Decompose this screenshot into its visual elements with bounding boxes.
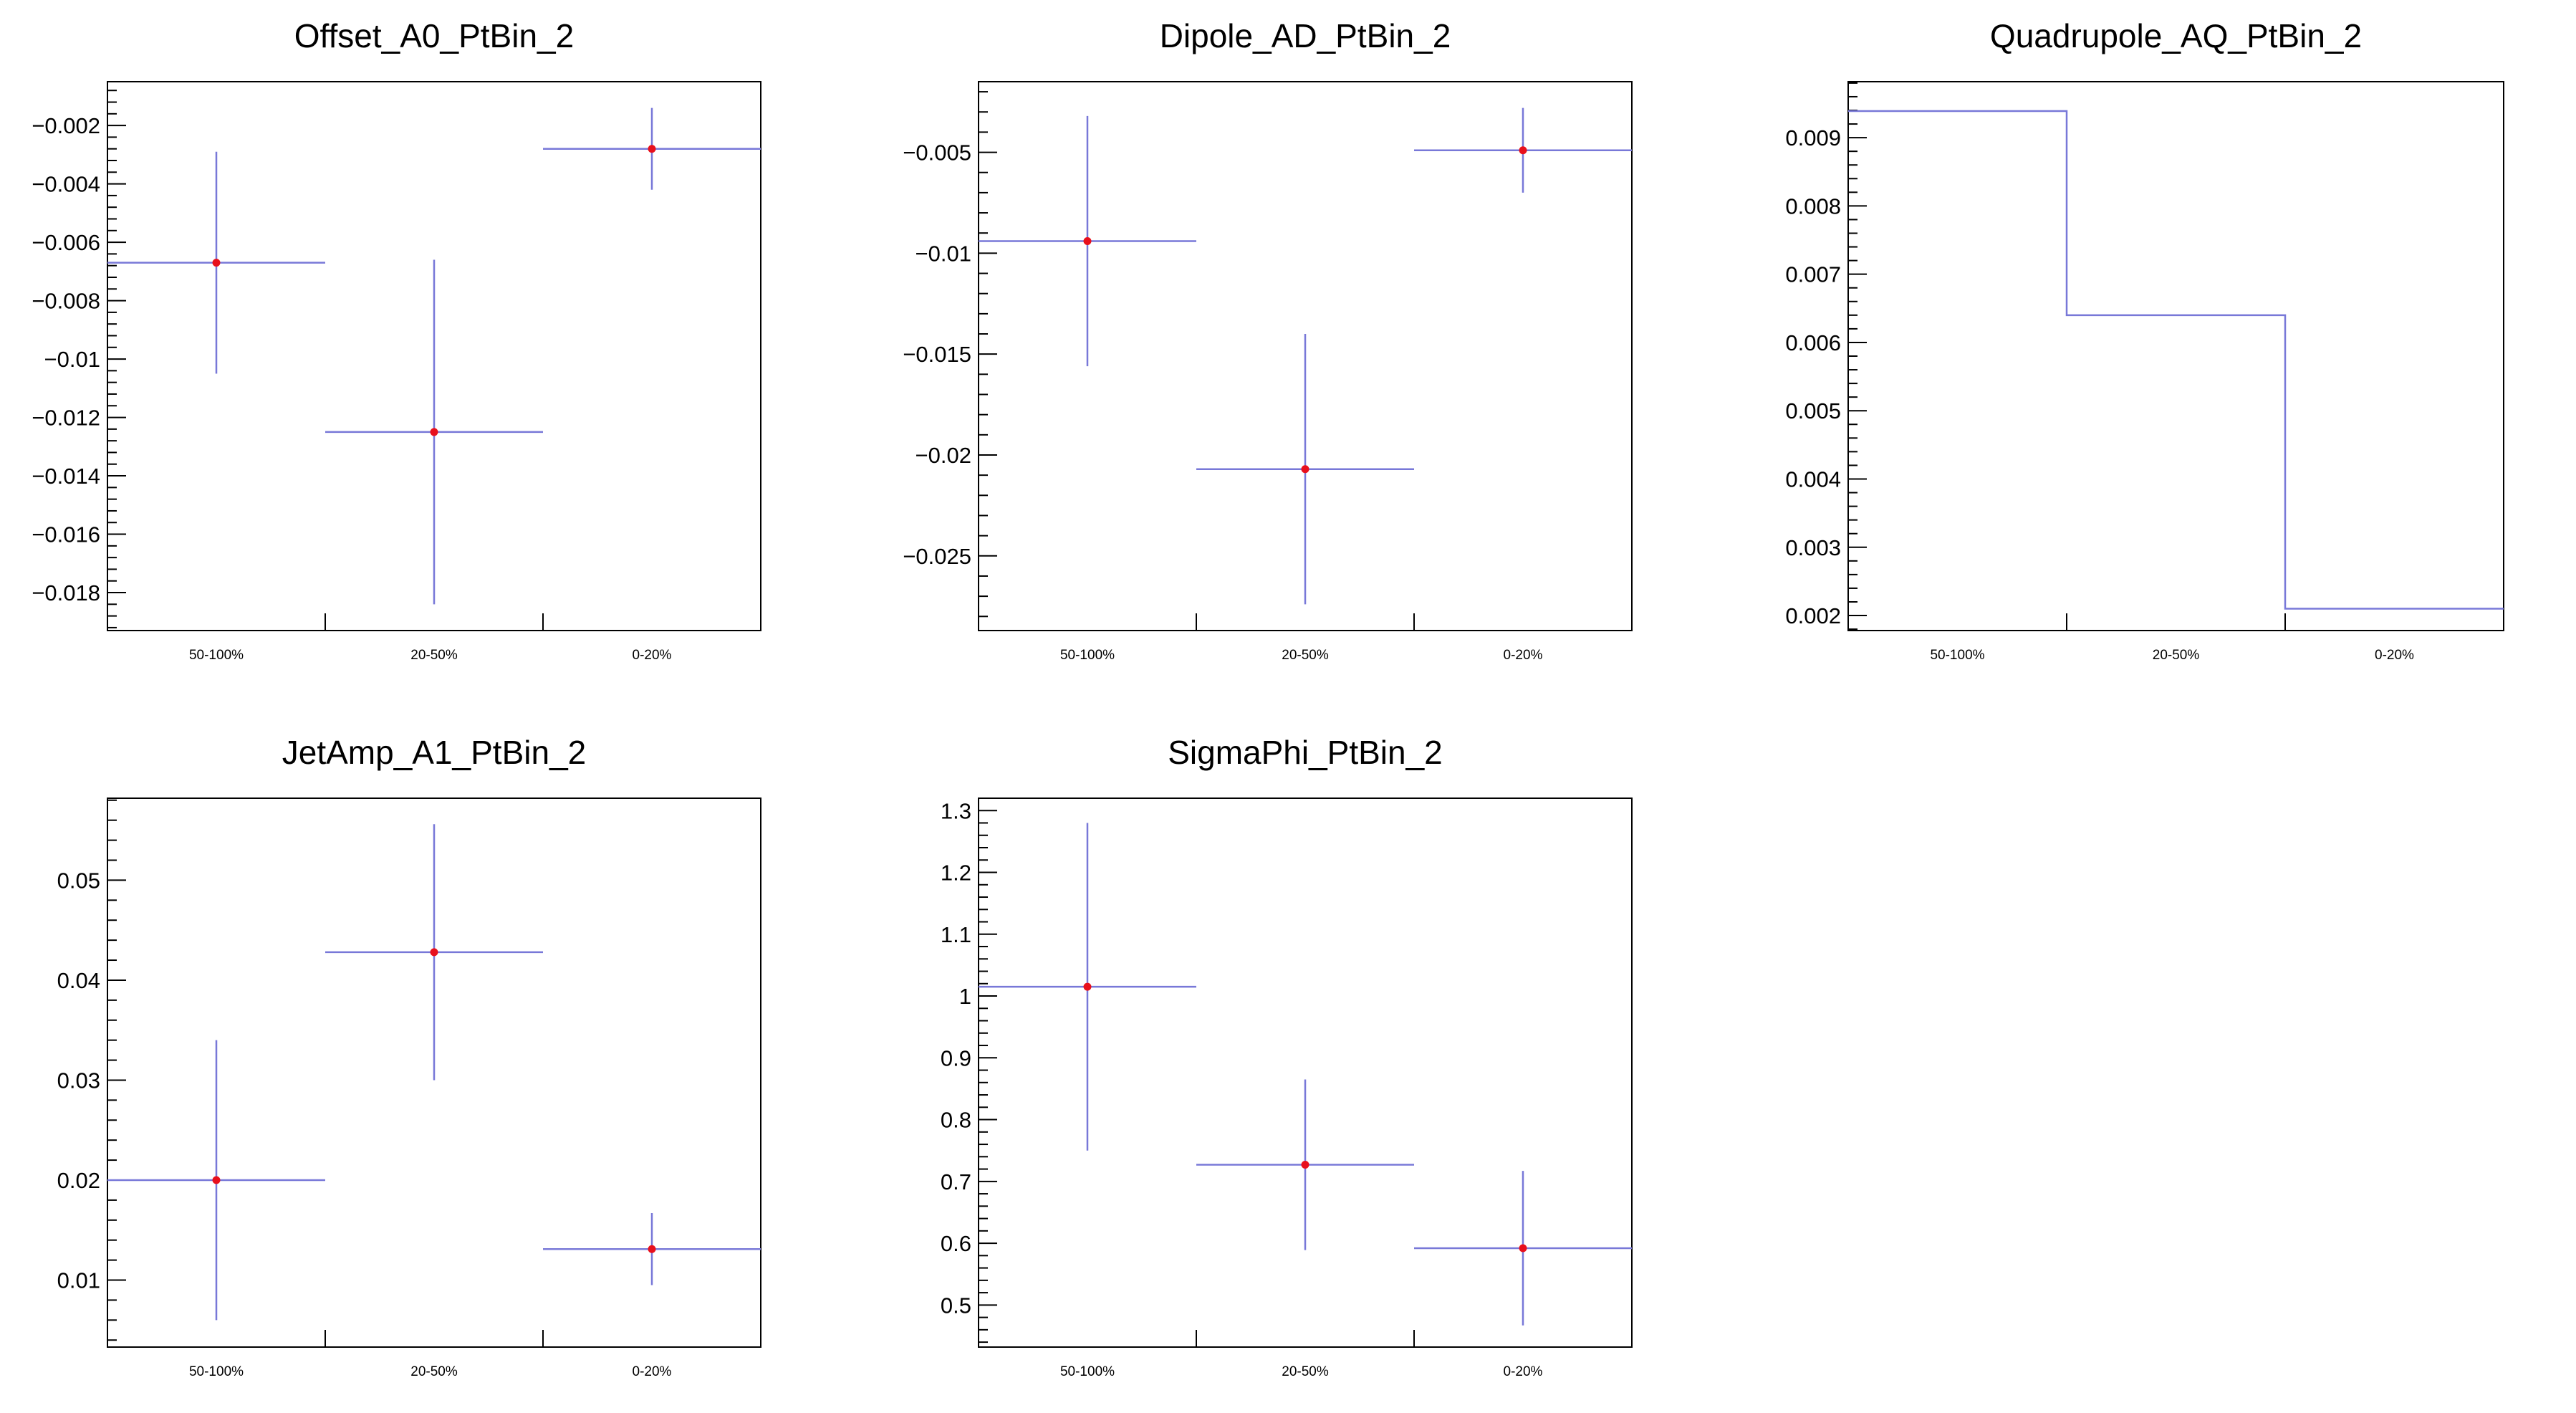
y-tick-label: −0.002: [32, 113, 100, 138]
data-point: [212, 259, 221, 267]
chart-panel: JetAmp_A1_PtBin_2 0.01 0.02 0.03 0.04 0.05 50-…: [57, 734, 761, 1379]
x-tick-label: 0-20%: [2375, 648, 2414, 663]
data-point: [430, 948, 438, 957]
data-point: [1301, 1161, 1309, 1169]
data-point: [648, 145, 656, 153]
x-tick-label: 50-100%: [189, 648, 244, 663]
plot-frame: [978, 797, 1633, 1348]
y-tick-label: −0.015: [903, 342, 971, 367]
y-tick-label: −0.005: [903, 140, 971, 166]
chart-title: Dipole_AD_PtBin_2: [1160, 17, 1451, 54]
data-point: [648, 1245, 656, 1253]
y-tick-label: 0.007: [1785, 262, 1841, 287]
x-tick-label: 20-50%: [1282, 648, 1329, 663]
chart-panel: SigmaPhi_PtBin_2 0.5 0.6 0.7 0.8 0.9 1 1.1 1.2 1.…: [941, 734, 1633, 1379]
chart-panel: Quadrupole_AQ_PtBin_2 0.002 0.003 0.004 0.00…: [1785, 17, 2504, 663]
chart-title: SigmaPhi_PtBin_2: [1168, 734, 1443, 771]
y-tick-label: 0.6: [941, 1231, 971, 1256]
chart-title: Quadrupole_AQ_PtBin_2: [1990, 17, 2362, 54]
y-tick-label: 0.009: [1785, 125, 1841, 150]
plot-frame: [107, 797, 761, 1348]
data-point: [1083, 982, 1092, 991]
y-tick-label: 0.003: [1785, 535, 1841, 560]
data-point: [1519, 146, 1527, 155]
x-tick-label: 20-50%: [410, 648, 458, 663]
data-point: [1301, 465, 1309, 474]
x-tick-label: 50-100%: [189, 1364, 244, 1379]
y-tick-label: −0.01: [44, 347, 100, 372]
y-tick-label: 0.02: [57, 1168, 100, 1193]
chart-panel: Offset_A0_PtBin_2 −0.018 −0.016 −0.014 −0.01…: [32, 17, 761, 663]
data-point: [1519, 1244, 1527, 1252]
y-tick-label: 0.01: [57, 1268, 100, 1293]
y-tick-label: 0.8: [941, 1108, 971, 1133]
x-tick-label: 0-20%: [633, 1364, 672, 1379]
y-tick-label: 1.3: [941, 798, 971, 823]
y-tick-label: 1.2: [941, 861, 971, 886]
x-tick-label: 20-50%: [1282, 1364, 1329, 1379]
y-tick-label: −0.014: [32, 464, 100, 489]
data-point: [1083, 236, 1092, 245]
y-tick-label: 0.008: [1785, 193, 1841, 219]
y-tick-label: 0.04: [57, 968, 100, 993]
x-tick-label: 0-20%: [633, 648, 672, 663]
plot-frame: [978, 81, 1633, 631]
x-tick-label: 50-100%: [1930, 648, 1984, 663]
x-tick-label: 0-20%: [1504, 648, 1543, 663]
y-tick-label: 1: [959, 984, 971, 1009]
y-tick-label: 0.05: [57, 868, 100, 893]
data-point: [212, 1176, 221, 1184]
chart-panel: Dipole_AD_PtBin_2 −0.025 −0.02 −0.015 −0.01 −…: [903, 17, 1633, 663]
y-tick-label: 1.1: [941, 922, 971, 947]
chart-title: Offset_A0_PtBin_2: [294, 17, 574, 54]
y-tick-label: 0.5: [941, 1293, 971, 1318]
y-tick-label: −0.025: [903, 544, 971, 569]
y-tick-label: −0.008: [32, 289, 100, 314]
y-tick-label: 0.9: [941, 1045, 971, 1070]
y-tick-label: −0.01: [915, 241, 971, 266]
plot-frame: [107, 81, 761, 631]
histogram-step-line: [1848, 110, 2504, 610]
chart-title: JetAmp_A1_PtBin_2: [282, 734, 587, 771]
y-tick-label: −0.016: [32, 522, 100, 547]
y-tick-label: −0.006: [32, 230, 100, 255]
y-tick-label: −0.018: [32, 580, 100, 605]
y-tick-label: −0.004: [32, 172, 100, 197]
x-tick-label: 50-100%: [1060, 1364, 1115, 1379]
x-tick-label: 20-50%: [2153, 648, 2200, 663]
y-tick-label: 0.002: [1785, 603, 1841, 628]
x-tick-label: 20-50%: [410, 1364, 458, 1379]
x-tick-label: 50-100%: [1060, 648, 1115, 663]
x-tick-label: 0-20%: [1504, 1364, 1543, 1379]
y-tick-label: 0.006: [1785, 330, 1841, 355]
y-tick-label: −0.02: [915, 443, 971, 468]
y-tick-label: 0.005: [1785, 398, 1841, 423]
y-tick-label: 0.03: [57, 1068, 100, 1093]
data-point: [430, 428, 438, 436]
y-tick-label: 0.7: [941, 1169, 971, 1194]
y-tick-label: −0.012: [32, 406, 100, 431]
y-tick-label: 0.004: [1785, 466, 1841, 492]
